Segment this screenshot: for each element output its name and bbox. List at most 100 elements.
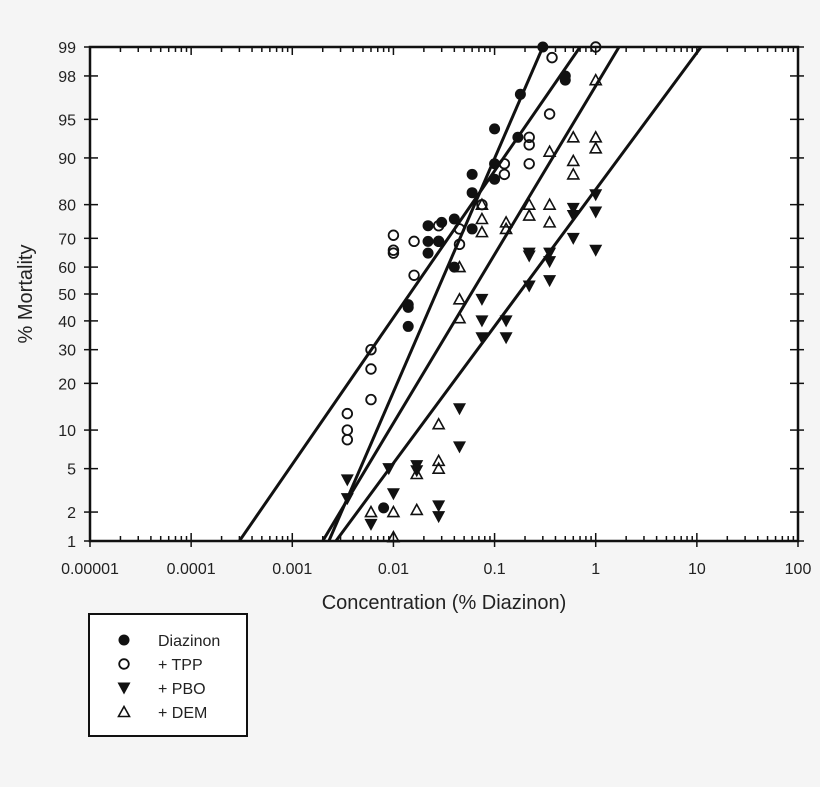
point-dem [475,224,489,238]
point-dem [542,197,557,210]
point-diazinon [422,235,434,247]
point-tpp [523,139,535,151]
point-pbo [543,256,557,269]
y-tick-label: 98 [58,69,76,86]
legend-marker-diazinon [118,634,130,646]
fit-line-tpp [238,47,582,541]
point-diazinon [402,299,414,311]
point-diazinon [422,220,434,232]
point-dem [499,221,513,235]
x-tick-label: 0.001 [272,561,312,578]
x-tick-label: 100 [785,561,812,578]
point-pbo [522,280,536,293]
point-tpp [408,235,420,248]
point-tpp [341,424,354,436]
y-tick-label: 20 [58,376,76,393]
point-pbo [589,244,603,257]
y-tick-label: 5 [67,462,76,479]
plot-area [90,47,798,541]
point-diazinon [378,502,390,514]
point-pbo [364,518,378,531]
x-tick-label: 0.0001 [167,561,216,578]
point-pbo [452,403,466,416]
point-dem [588,141,603,154]
legend: Diazinon + TPP + PBO + DEM [88,613,248,737]
point-tpp [498,168,511,181]
point-diazinon [489,123,501,135]
y-tick-label: 30 [58,343,76,360]
y-axis-title: % Mortality [15,245,37,344]
point-pbo [475,293,489,306]
point-dem [409,466,424,480]
point-diazinon [512,131,524,143]
y-tick-label: 50 [58,287,76,304]
legend-label-diazinon: Diazinon [158,633,220,650]
point-dem [542,144,557,157]
legend-marker-pbo [117,682,131,695]
point-dem [566,153,581,167]
point-dem [431,461,446,474]
point-dem [588,72,603,86]
point-dem [566,130,581,143]
point-pbo [432,511,446,524]
point-pbo [382,463,396,476]
point-pbo [543,247,557,260]
point-dem [475,197,489,210]
y-tick-label: 80 [58,198,76,215]
x-tick-label: 10 [688,561,706,578]
y-tick-label: 2 [67,505,76,522]
point-pbo [452,441,466,454]
y-tick-label: 60 [58,260,76,277]
point-pbo [340,493,354,506]
point-pbo [475,315,489,328]
point-tpp [543,108,556,120]
point-tpp [365,343,377,356]
point-pbo [589,206,603,219]
point-pbo [499,315,513,328]
point-diazinon [466,168,478,180]
fit-line-diazinon [327,47,545,541]
legend-marker-tpp [118,658,130,670]
point-tpp [453,238,466,251]
point-pbo [566,210,580,223]
point-diazinon [559,70,571,82]
point-tpp [432,219,445,232]
y-tick-label: 95 [58,112,76,129]
point-dem [475,211,489,225]
point-diazinon [402,320,414,332]
point-pbo [522,247,536,260]
point-dem [431,453,446,467]
point-dem [566,167,581,180]
point-tpp [546,51,558,64]
point-tpp [387,244,400,256]
y-tick-label: 1 [67,534,76,551]
point-tpp [453,223,466,235]
point-pbo [543,275,557,288]
point-pbo [386,488,400,501]
plot-frame [88,45,800,543]
point-diazinon [489,158,501,170]
y-tick-label: 10 [58,423,76,440]
point-tpp [408,269,420,281]
point-dem [364,504,378,518]
y-tick-label: 90 [58,151,76,168]
point-diazinon [466,187,478,199]
point-tpp [432,235,445,248]
point-diazinon [514,88,526,100]
point-diazinon [448,213,460,225]
point-dem [542,215,557,228]
x-tick-label: 0.01 [378,561,409,578]
point-pbo [566,202,580,215]
point-diazinon [433,235,445,247]
point-dem [409,502,424,516]
legend-box [88,613,248,737]
point-diazinon [422,247,434,259]
point-dem [452,292,467,305]
point-tpp [341,407,354,420]
point-pbo [432,500,446,513]
point-tpp [365,363,377,375]
x-tick-label: 1 [591,561,600,578]
point-dem [386,504,401,518]
tick-labels: 0.00001 0.0001 0.001 0.01 0.1 1 10 100 1 2 5 10 20 30… [58,40,811,578]
